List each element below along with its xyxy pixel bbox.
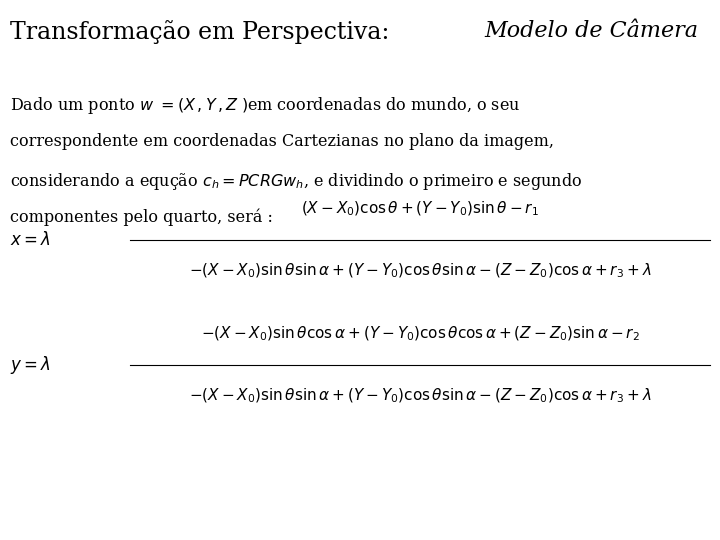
Text: correspondente em coordenadas Cartezianas no plano da imagem,: correspondente em coordenadas Carteziana…	[10, 133, 554, 150]
Text: Dado um ponto $w\ =\left(X\,,Y\,,Z\;\right)$em coordenadas do mundo, o seu: Dado um ponto $w\ =\left(X\,,Y\,,Z\;\rig…	[10, 95, 521, 116]
Text: $-\left(X - X_0\right)\sin\theta\sin\alpha + \left(Y - Y_0\right)\cos\theta\sin\: $-\left(X - X_0\right)\sin\theta\sin\alp…	[189, 262, 652, 280]
Text: Transformação em Perspectiva:: Transformação em Perspectiva:	[10, 20, 397, 44]
Text: $y = \lambda$: $y = \lambda$	[10, 354, 51, 376]
Text: considerando a equção $c_{h} = PCRGw_{h}$, e dividindo o primeiro e segundo: considerando a equção $c_{h} = PCRGw_{h}…	[10, 171, 582, 192]
Text: $\left(X - X_0\right)\cos\theta + \left(Y - Y_0\right)\sin\theta - r_1$: $\left(X - X_0\right)\cos\theta + \left(…	[301, 200, 539, 218]
Text: $-\left(X - X_0\right)\sin\theta\cos\alpha + \left(Y - Y_0\right)\cos\theta\cos\: $-\left(X - X_0\right)\sin\theta\cos\alp…	[201, 325, 639, 343]
Text: Modelo de Câmera: Modelo de Câmera	[485, 20, 698, 42]
Text: componentes pelo quarto, será :: componentes pelo quarto, será :	[10, 209, 273, 226]
Text: $x = \lambda$: $x = \lambda$	[10, 231, 51, 249]
Text: $-\left(X - X_0\right)\sin\theta\sin\alpha + \left(Y - Y_0\right)\cos\theta\sin\: $-\left(X - X_0\right)\sin\theta\sin\alp…	[189, 387, 652, 406]
